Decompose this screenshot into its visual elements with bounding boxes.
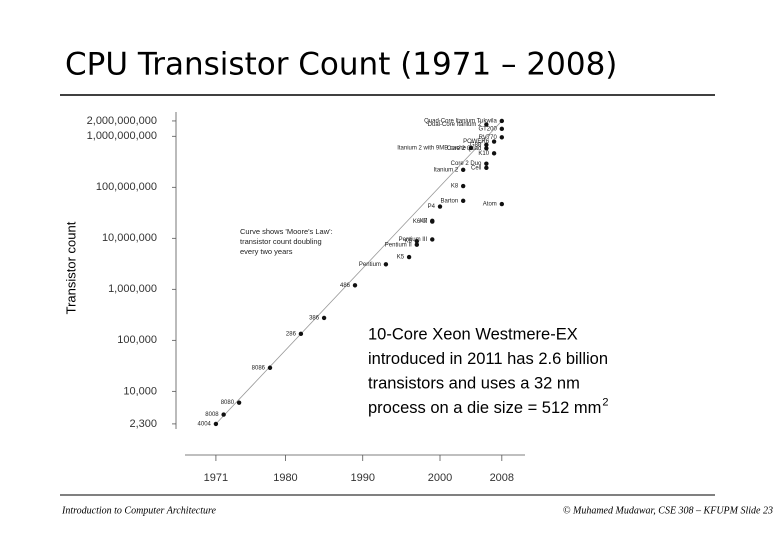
y-tick-label: 1,000,000 xyxy=(108,283,157,295)
callout-superscript: 2 xyxy=(602,396,608,408)
data-point xyxy=(484,122,489,127)
point-label: Core 2 Duo xyxy=(451,161,482,167)
data-point xyxy=(491,151,497,156)
data-point xyxy=(352,283,358,288)
data-point xyxy=(491,139,497,144)
point-label: 4004 xyxy=(198,421,212,427)
point-label: Core 2 Quad xyxy=(447,146,481,152)
x-tick-label: 1990 xyxy=(350,472,374,484)
y-tick-label: 2,300 xyxy=(129,418,157,430)
x-tick-label: 2000 xyxy=(428,472,452,484)
point-label: Pentium II xyxy=(385,242,412,248)
data-point xyxy=(406,254,412,260)
data-point xyxy=(484,161,489,166)
data-point xyxy=(460,183,466,189)
callout-line: process on a die size = 512 mm xyxy=(368,399,601,417)
point-label: P4 xyxy=(428,204,436,210)
data-point xyxy=(437,204,443,209)
moores-law-curve xyxy=(215,120,503,425)
point-label: K10 xyxy=(478,151,489,157)
callout-line: introduced in 2011 has 2.6 billion xyxy=(368,350,608,368)
y-tick-label: 10,000 xyxy=(123,385,157,397)
annotation: transistor count doubling xyxy=(240,237,322,246)
point-label: Pentium xyxy=(359,262,381,268)
x-tick-label: 1971 xyxy=(204,472,228,484)
data-point xyxy=(430,237,435,242)
y-tick-label: 2,000,000,000 xyxy=(87,115,157,127)
data-point xyxy=(499,126,505,132)
data-point xyxy=(383,262,389,267)
point-label: K7 xyxy=(420,218,428,224)
point-label: Pentium III xyxy=(399,237,428,243)
point-label: K8 xyxy=(451,184,459,190)
y-tick-label: 1,000,000,000 xyxy=(87,130,157,142)
point-label: 286 xyxy=(286,331,297,337)
footer-right: © Muhamed Mudawar, CSE 308 – KFUPM Slide… xyxy=(563,505,773,516)
data-point xyxy=(414,242,420,247)
data-point xyxy=(484,142,489,148)
data-point xyxy=(321,315,327,321)
point-label: Quad-Core Itanium Tukwila xyxy=(424,119,497,125)
data-point xyxy=(499,135,505,140)
y-axis-title: Transistor count xyxy=(63,221,78,314)
point-label: 8086 xyxy=(252,365,266,371)
data-point xyxy=(468,145,474,151)
point-label: K6 xyxy=(404,239,412,245)
point-label: Atom xyxy=(483,202,497,208)
annotation: Curve shows 'Moore's Law': xyxy=(240,227,333,236)
point-label: Barton xyxy=(440,198,458,204)
data-point xyxy=(414,238,420,244)
data-point xyxy=(267,365,273,370)
x-tick-label: 2008 xyxy=(490,472,514,484)
point-label: 386 xyxy=(309,316,320,322)
data-point xyxy=(236,400,242,405)
callout-line: 10-Core Xeon Westmere-EX xyxy=(368,325,578,343)
y-tick-label: 10,000,000 xyxy=(102,232,157,244)
point-label: RV770 xyxy=(479,135,498,141)
point-label: POWER6 xyxy=(463,139,490,145)
data-point xyxy=(430,218,435,224)
slide-title: CPU Transistor Count (1971 – 2008) xyxy=(65,47,617,83)
y-tick-label: 100,000,000 xyxy=(96,181,157,193)
point-label: 486 xyxy=(340,283,351,289)
point-label: 8080 xyxy=(221,400,235,406)
data-point xyxy=(221,412,226,417)
point-label: 8008 xyxy=(205,412,219,418)
data-point xyxy=(499,118,505,124)
point-label: G80 xyxy=(470,142,482,148)
callout-line: transistors and uses a 32 nm xyxy=(368,374,580,392)
y-tick-label: 100,000 xyxy=(117,334,157,346)
point-label: K5 xyxy=(397,255,405,261)
annotation: every two years xyxy=(240,247,293,256)
data-point xyxy=(460,198,466,204)
data-point xyxy=(484,146,489,151)
point-label: GT200 xyxy=(478,126,497,132)
data-point xyxy=(484,165,489,171)
point-label: Dual-Core Itanium 2 xyxy=(428,122,482,128)
data-point xyxy=(499,201,505,207)
footer-left: Introduction to Computer Architecture xyxy=(61,505,217,516)
data-point xyxy=(298,331,304,337)
point-label: Itanium 2 with 9MB cache xyxy=(397,145,466,151)
point-label: Cell xyxy=(471,165,481,171)
callout: 10-Core Xeon Westmere-EX introduced in 20… xyxy=(368,325,609,417)
x-tick-label: 1980 xyxy=(273,472,297,484)
point-label: Itanium 2 xyxy=(433,167,458,173)
data-point xyxy=(460,167,466,173)
data-point xyxy=(213,421,219,427)
point-label: K6-III xyxy=(413,219,428,225)
